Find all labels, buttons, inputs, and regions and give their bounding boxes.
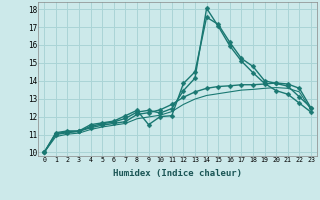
X-axis label: Humidex (Indice chaleur): Humidex (Indice chaleur) <box>113 169 242 178</box>
